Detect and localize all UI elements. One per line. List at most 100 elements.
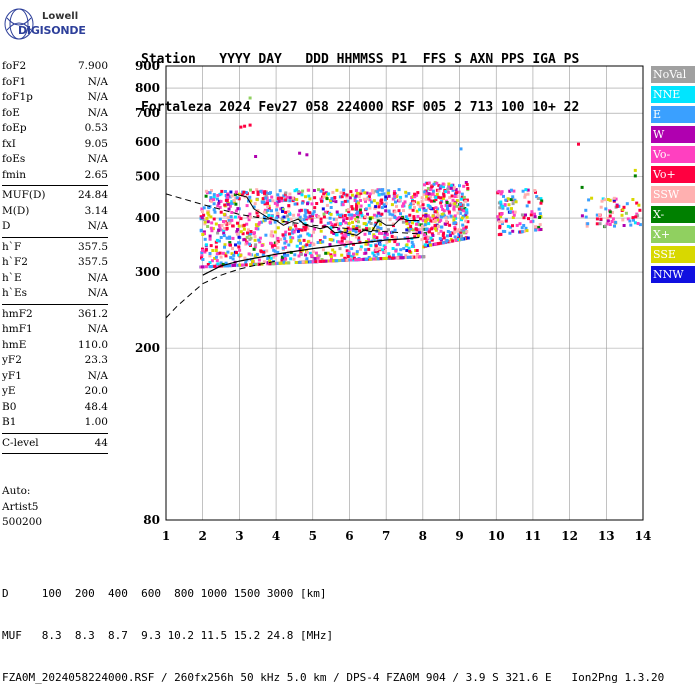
plot-frame — [165, 65, 644, 521]
echo-point — [282, 194, 286, 198]
param-row: yF2 23.3 — [2, 353, 108, 369]
echo-point — [220, 189, 224, 193]
echo-point — [297, 254, 301, 258]
echo-point — [406, 217, 409, 221]
echo-point — [359, 245, 363, 249]
echo-point — [270, 230, 274, 234]
echo-point — [523, 193, 527, 197]
echo-point — [446, 190, 450, 194]
echo-point — [256, 190, 260, 194]
echo-point — [330, 256, 333, 260]
echo-point — [584, 215, 588, 219]
echo-point — [431, 207, 435, 211]
echo-point — [466, 186, 470, 190]
echo-point — [367, 227, 371, 231]
echo-point — [406, 239, 410, 243]
echo-point — [203, 222, 207, 226]
echo-point — [339, 213, 342, 217]
echo-point — [226, 264, 230, 268]
param-value: N/A — [87, 106, 108, 119]
echo-point — [380, 192, 384, 196]
echo-point — [252, 247, 256, 251]
echo-point — [426, 244, 430, 248]
echo-point — [524, 188, 528, 192]
param-name: h`Es — [2, 287, 28, 299]
echo-point — [376, 188, 380, 192]
echo-point — [624, 211, 628, 215]
echo-point — [255, 211, 259, 215]
echo-point — [307, 194, 311, 198]
echo-point — [461, 223, 465, 227]
echo-point — [232, 198, 236, 202]
echo-point — [504, 219, 508, 223]
echo-point — [246, 231, 249, 235]
echo-point — [280, 196, 284, 200]
echo-point — [539, 197, 543, 201]
echo-point — [614, 197, 618, 201]
echo-point — [292, 230, 296, 234]
param-value: N/A — [87, 369, 108, 382]
echo-point — [237, 245, 241, 249]
echo-point — [274, 262, 278, 265]
echo-point — [453, 195, 457, 198]
echo-point — [437, 183, 441, 187]
echo-point — [423, 233, 426, 237]
echo-point — [310, 254, 314, 258]
echo-point — [357, 220, 360, 224]
echo-point — [210, 189, 213, 192]
legend-item-ssw: SSW — [651, 186, 695, 203]
echo-point — [498, 226, 502, 230]
echo-point — [601, 197, 605, 201]
echo-point — [460, 234, 463, 238]
echo-point — [598, 213, 601, 217]
echo-point — [236, 207, 240, 211]
echo-point — [237, 192, 241, 196]
echo-point — [304, 215, 308, 219]
param-value: 357.5 — [77, 256, 108, 268]
echo-point — [600, 199, 604, 203]
echo-point — [368, 198, 372, 202]
echo-point — [500, 204, 504, 208]
echo-point — [228, 204, 232, 208]
echo-point — [398, 195, 402, 199]
echo-point — [416, 201, 420, 205]
echo-point — [329, 253, 333, 257]
echo-point — [423, 183, 426, 187]
echo-point — [210, 199, 214, 203]
echo-point — [310, 202, 314, 206]
param-name: hmF1 — [2, 323, 33, 335]
echo-point — [286, 253, 290, 257]
echo-point — [347, 252, 351, 255]
echo-point — [276, 261, 280, 265]
echo-point — [442, 236, 446, 240]
echo-point — [408, 213, 412, 217]
echo-point — [269, 234, 273, 238]
echo-point — [206, 263, 210, 266]
echo-point — [230, 194, 234, 198]
echo-point — [204, 265, 208, 269]
echo-point — [508, 231, 512, 235]
echo-point — [288, 192, 292, 196]
echo-point — [339, 191, 343, 195]
echo-point — [508, 225, 512, 229]
echo-point — [261, 200, 265, 204]
echo-point — [312, 230, 315, 234]
y-tick-label: 400 — [135, 211, 160, 225]
echo-point — [348, 258, 352, 262]
echo-point — [449, 214, 453, 218]
x-tick-label: 8 — [419, 529, 427, 543]
echo-point — [275, 216, 279, 220]
echo-point — [378, 188, 382, 192]
param-row: D N/A — [2, 219, 108, 235]
echo-point — [337, 227, 341, 231]
echo-point — [295, 202, 299, 206]
echo-point — [251, 259, 255, 263]
echo-point — [344, 234, 348, 238]
echo-point — [340, 231, 344, 235]
echo-point — [503, 203, 507, 207]
echo-point — [611, 217, 615, 221]
echo-point — [522, 230, 526, 233]
echo-point — [435, 181, 439, 185]
echo-point — [298, 215, 302, 219]
y-tick-label: 80 — [143, 513, 160, 527]
